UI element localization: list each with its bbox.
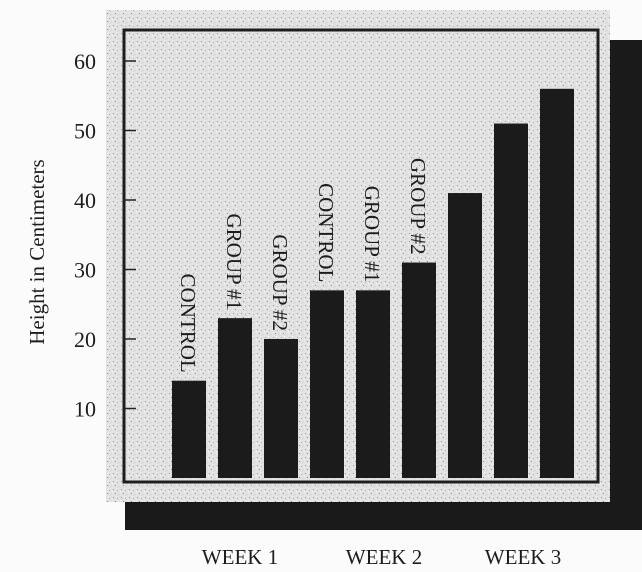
bar-label: GROUP #1 (222, 213, 246, 310)
bar (494, 123, 528, 479)
bar-label: GROUP #2 (268, 234, 292, 331)
bar-label: GROUP #1 (360, 186, 384, 283)
y-tick-label: 40 (74, 188, 96, 213)
bar (264, 339, 298, 478)
bar (448, 193, 482, 479)
bar (402, 262, 436, 478)
bar-label: CONTROL (176, 274, 200, 373)
category-labels: WEEK 1 WEEK 2 WEEK 3 (202, 545, 561, 569)
y-tick-label: 50 (74, 119, 96, 144)
category-label: WEEK 2 (346, 545, 422, 569)
y-tick-label: 20 (74, 327, 96, 352)
plot-border (122, 28, 600, 484)
y-tick-label: 30 (74, 258, 96, 283)
y-axis-label: Height in Centimeters (25, 159, 49, 344)
bar-label: CONTROL (314, 183, 338, 282)
bar (356, 290, 390, 478)
y-tick-label: 10 (74, 397, 96, 422)
bars (172, 88, 574, 479)
y-axis-ticks: 10 20 30 40 50 60 (74, 49, 136, 422)
bar (172, 380, 206, 478)
bar (540, 88, 574, 479)
y-tick-label: 60 (74, 49, 96, 74)
bar-label: GROUP #2 (406, 158, 430, 255)
bar-labels: CONTROL GROUP #1 GROUP #2 CONTROL GROUP #1 GR… (176, 158, 430, 373)
bar (310, 290, 344, 478)
category-label: WEEK 3 (485, 545, 561, 569)
bar (218, 318, 252, 478)
category-label: WEEK 1 (202, 545, 278, 569)
